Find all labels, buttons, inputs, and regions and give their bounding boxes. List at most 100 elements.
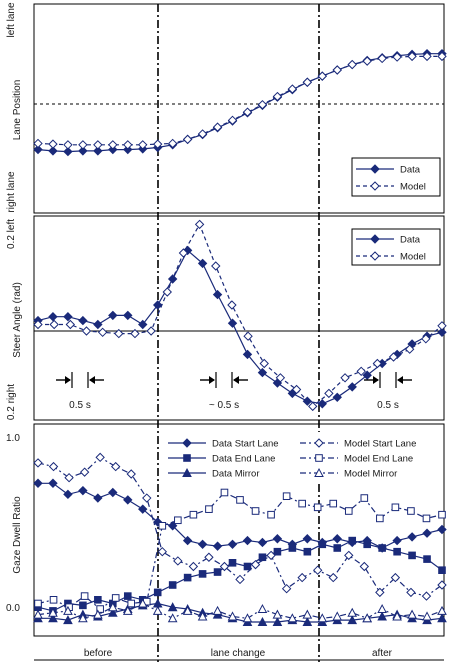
data-point xyxy=(79,601,87,610)
data-point xyxy=(242,535,253,546)
legend-model-1-marker xyxy=(314,438,324,448)
data-point xyxy=(275,373,286,383)
data-point xyxy=(174,516,182,525)
legend-panel-3: Data Start Lane Model Start Lane Data End … xyxy=(166,432,440,484)
data-point xyxy=(153,588,162,597)
data-point xyxy=(94,596,102,604)
data-point xyxy=(157,546,168,557)
figure-labels: Data Model Data Model Data Start Lane Model S… xyxy=(6,2,441,659)
data-point xyxy=(182,134,193,145)
data-point xyxy=(348,536,357,545)
data-point xyxy=(392,611,402,621)
data-point xyxy=(437,524,447,535)
data-point xyxy=(332,534,342,544)
data-point xyxy=(272,534,283,544)
data-point xyxy=(257,367,268,378)
series-3-4 xyxy=(33,452,447,601)
data-point xyxy=(332,392,342,403)
data-point xyxy=(189,510,198,519)
data-point xyxy=(127,599,136,608)
data-point xyxy=(220,488,229,497)
data-point xyxy=(167,138,178,149)
legend-data-label: Data xyxy=(400,235,421,246)
interval-annotation-2: ~ 0.5 s xyxy=(200,372,248,411)
data-point xyxy=(108,144,118,155)
series-3-5 xyxy=(34,488,446,613)
data-point xyxy=(79,467,90,477)
series-line xyxy=(38,602,443,623)
data-point xyxy=(212,122,223,132)
data-point xyxy=(81,326,92,336)
data-point xyxy=(197,129,208,139)
data-point xyxy=(258,553,267,562)
arrow-right-head xyxy=(397,376,403,384)
data-point xyxy=(333,544,342,552)
data-point xyxy=(167,602,178,612)
data-point xyxy=(302,616,313,626)
y-bottom-label-1: right lane xyxy=(6,171,17,213)
legend-model-2-marker xyxy=(315,454,323,462)
data-point xyxy=(48,139,58,149)
data-point xyxy=(437,613,447,623)
series-line xyxy=(37,539,443,612)
y-bottom-label-2: 0.2 right xyxy=(6,384,17,420)
data-point xyxy=(188,561,199,572)
legend-panel-2: Data Model xyxy=(351,228,441,266)
data-point xyxy=(158,522,167,530)
data-point xyxy=(146,326,156,336)
data-point xyxy=(250,559,261,570)
legend-data-2-label: Data End Lane xyxy=(212,454,275,465)
data-point xyxy=(48,478,58,488)
data-point xyxy=(227,611,238,621)
data-point xyxy=(377,603,387,614)
data-point xyxy=(183,573,192,582)
data-point xyxy=(78,485,88,496)
data-point xyxy=(407,51,417,62)
data-point xyxy=(347,615,358,625)
data-point xyxy=(219,561,230,572)
data-point xyxy=(378,544,386,552)
data-point xyxy=(126,469,136,479)
legend-data-3-label: Data Mirror xyxy=(212,469,260,480)
data-point xyxy=(281,583,292,594)
legend-model-marker xyxy=(370,251,380,261)
legend-model-marker xyxy=(370,181,380,191)
data-point xyxy=(95,452,105,463)
data-point xyxy=(347,607,358,617)
data-point xyxy=(138,319,148,330)
data-point xyxy=(422,51,432,62)
data-point xyxy=(266,550,276,561)
data-point xyxy=(197,539,208,550)
data-point xyxy=(194,219,205,230)
data-point xyxy=(257,603,268,614)
legend-model-label: Model xyxy=(400,182,426,193)
data-point xyxy=(363,540,371,549)
data-point xyxy=(356,366,366,377)
data-point xyxy=(48,461,59,472)
phase-boundaries xyxy=(157,4,320,662)
phase-label-lane-change: lane change xyxy=(211,648,266,659)
series-1-1 xyxy=(33,48,447,157)
data-point xyxy=(437,51,447,62)
data-point xyxy=(108,487,118,498)
data-point xyxy=(33,609,43,619)
data-point xyxy=(204,552,214,562)
data-point xyxy=(340,373,350,383)
data-point xyxy=(288,544,297,552)
data-point xyxy=(93,146,103,156)
data-point xyxy=(362,56,372,66)
phase-label-before: before xyxy=(84,648,113,659)
data-point xyxy=(80,592,89,600)
data-point xyxy=(404,344,415,354)
legend-model-3-label: Model Mirror xyxy=(344,469,397,480)
data-point xyxy=(372,358,383,369)
data-point xyxy=(291,384,302,395)
data-point xyxy=(376,514,384,523)
legend-data-marker xyxy=(370,234,380,244)
data-point xyxy=(63,311,73,322)
legend-model-label: Model xyxy=(400,252,426,263)
legend-data-3-marker xyxy=(182,467,192,477)
data-point xyxy=(167,613,178,623)
data-point xyxy=(123,495,133,505)
data-point xyxy=(63,615,73,625)
